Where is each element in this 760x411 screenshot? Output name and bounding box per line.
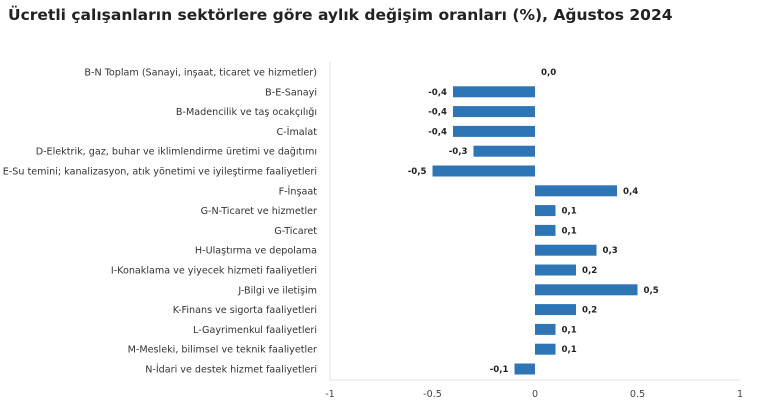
bar — [432, 165, 535, 177]
x-tick-label: -0.5 — [423, 389, 442, 400]
data-label: -0,3 — [449, 147, 468, 157]
category-label: G-Ticaret — [274, 226, 317, 237]
bar — [535, 264, 576, 276]
data-label: -0,4 — [428, 127, 447, 137]
data-label: 0,3 — [603, 246, 618, 256]
bar — [473, 145, 535, 157]
bar — [453, 106, 535, 118]
bar — [535, 343, 556, 355]
category-label: L-Gayrimenkul faaliyetleri — [193, 325, 317, 336]
data-label: -0,4 — [428, 88, 447, 98]
x-tick-label: -1 — [325, 389, 335, 400]
category-label: H-Ulaştırma ve depolama — [195, 246, 317, 257]
data-label: -0,4 — [428, 108, 447, 118]
bar — [453, 86, 535, 98]
data-label: 0,1 — [562, 207, 577, 217]
bar — [514, 363, 535, 375]
bar — [535, 284, 638, 296]
chart-title: Ücretli çalışanların sektörlere göre ayl… — [8, 6, 673, 24]
bar — [453, 125, 535, 137]
category-label: D-Elektrik, gaz, buhar ve iklimlendirme … — [36, 146, 317, 158]
category-label: B-Madencilik ve taş ocakçılığı — [176, 106, 317, 118]
category-label: B-N Toplam (Sanayi, inşaat, ticaret ve h… — [84, 68, 317, 79]
data-label: 0,0 — [541, 68, 556, 78]
bar — [535, 244, 597, 256]
data-label: 0,1 — [562, 325, 577, 335]
data-label: 0,5 — [644, 286, 659, 296]
data-label: -0,5 — [408, 167, 427, 177]
category-label: C-İmalat — [276, 125, 317, 138]
category-label: G-N-Ticaret ve hizmetler — [201, 206, 317, 217]
data-label: 0,2 — [582, 306, 597, 316]
category-label: B-E-Sanayi — [265, 87, 317, 98]
data-label: 0,1 — [562, 226, 577, 236]
x-tick-label: 0 — [532, 389, 538, 400]
bar — [535, 304, 576, 316]
category-label: N-İdari ve destek hizmet faaliyetleri — [145, 363, 317, 376]
bar — [535, 224, 556, 236]
data-label: 0,4 — [623, 187, 638, 197]
data-label: -0,1 — [490, 365, 509, 375]
data-label: 0,2 — [582, 266, 597, 276]
category-label: M-Mesleki, bilimsel ve teknik faaliyetle… — [128, 345, 317, 356]
bar — [535, 205, 556, 217]
category-label: K-Finans ve sigorta faaliyetleri — [173, 305, 317, 316]
bar — [535, 323, 556, 335]
bar — [535, 185, 617, 197]
data-label: 0,1 — [562, 345, 577, 355]
category-label: J-Bilgi ve iletişim — [237, 285, 317, 296]
x-tick-label: 1 — [737, 389, 743, 400]
category-label: E-Su temini; kanalizasyon, atık yönetimi… — [3, 167, 317, 178]
category-label: I-Konaklama ve yiyecek hizmeti faaliyetl… — [111, 266, 317, 277]
x-tick-label: 0.5 — [630, 389, 645, 400]
category-label: F-İnşaat — [279, 184, 318, 197]
